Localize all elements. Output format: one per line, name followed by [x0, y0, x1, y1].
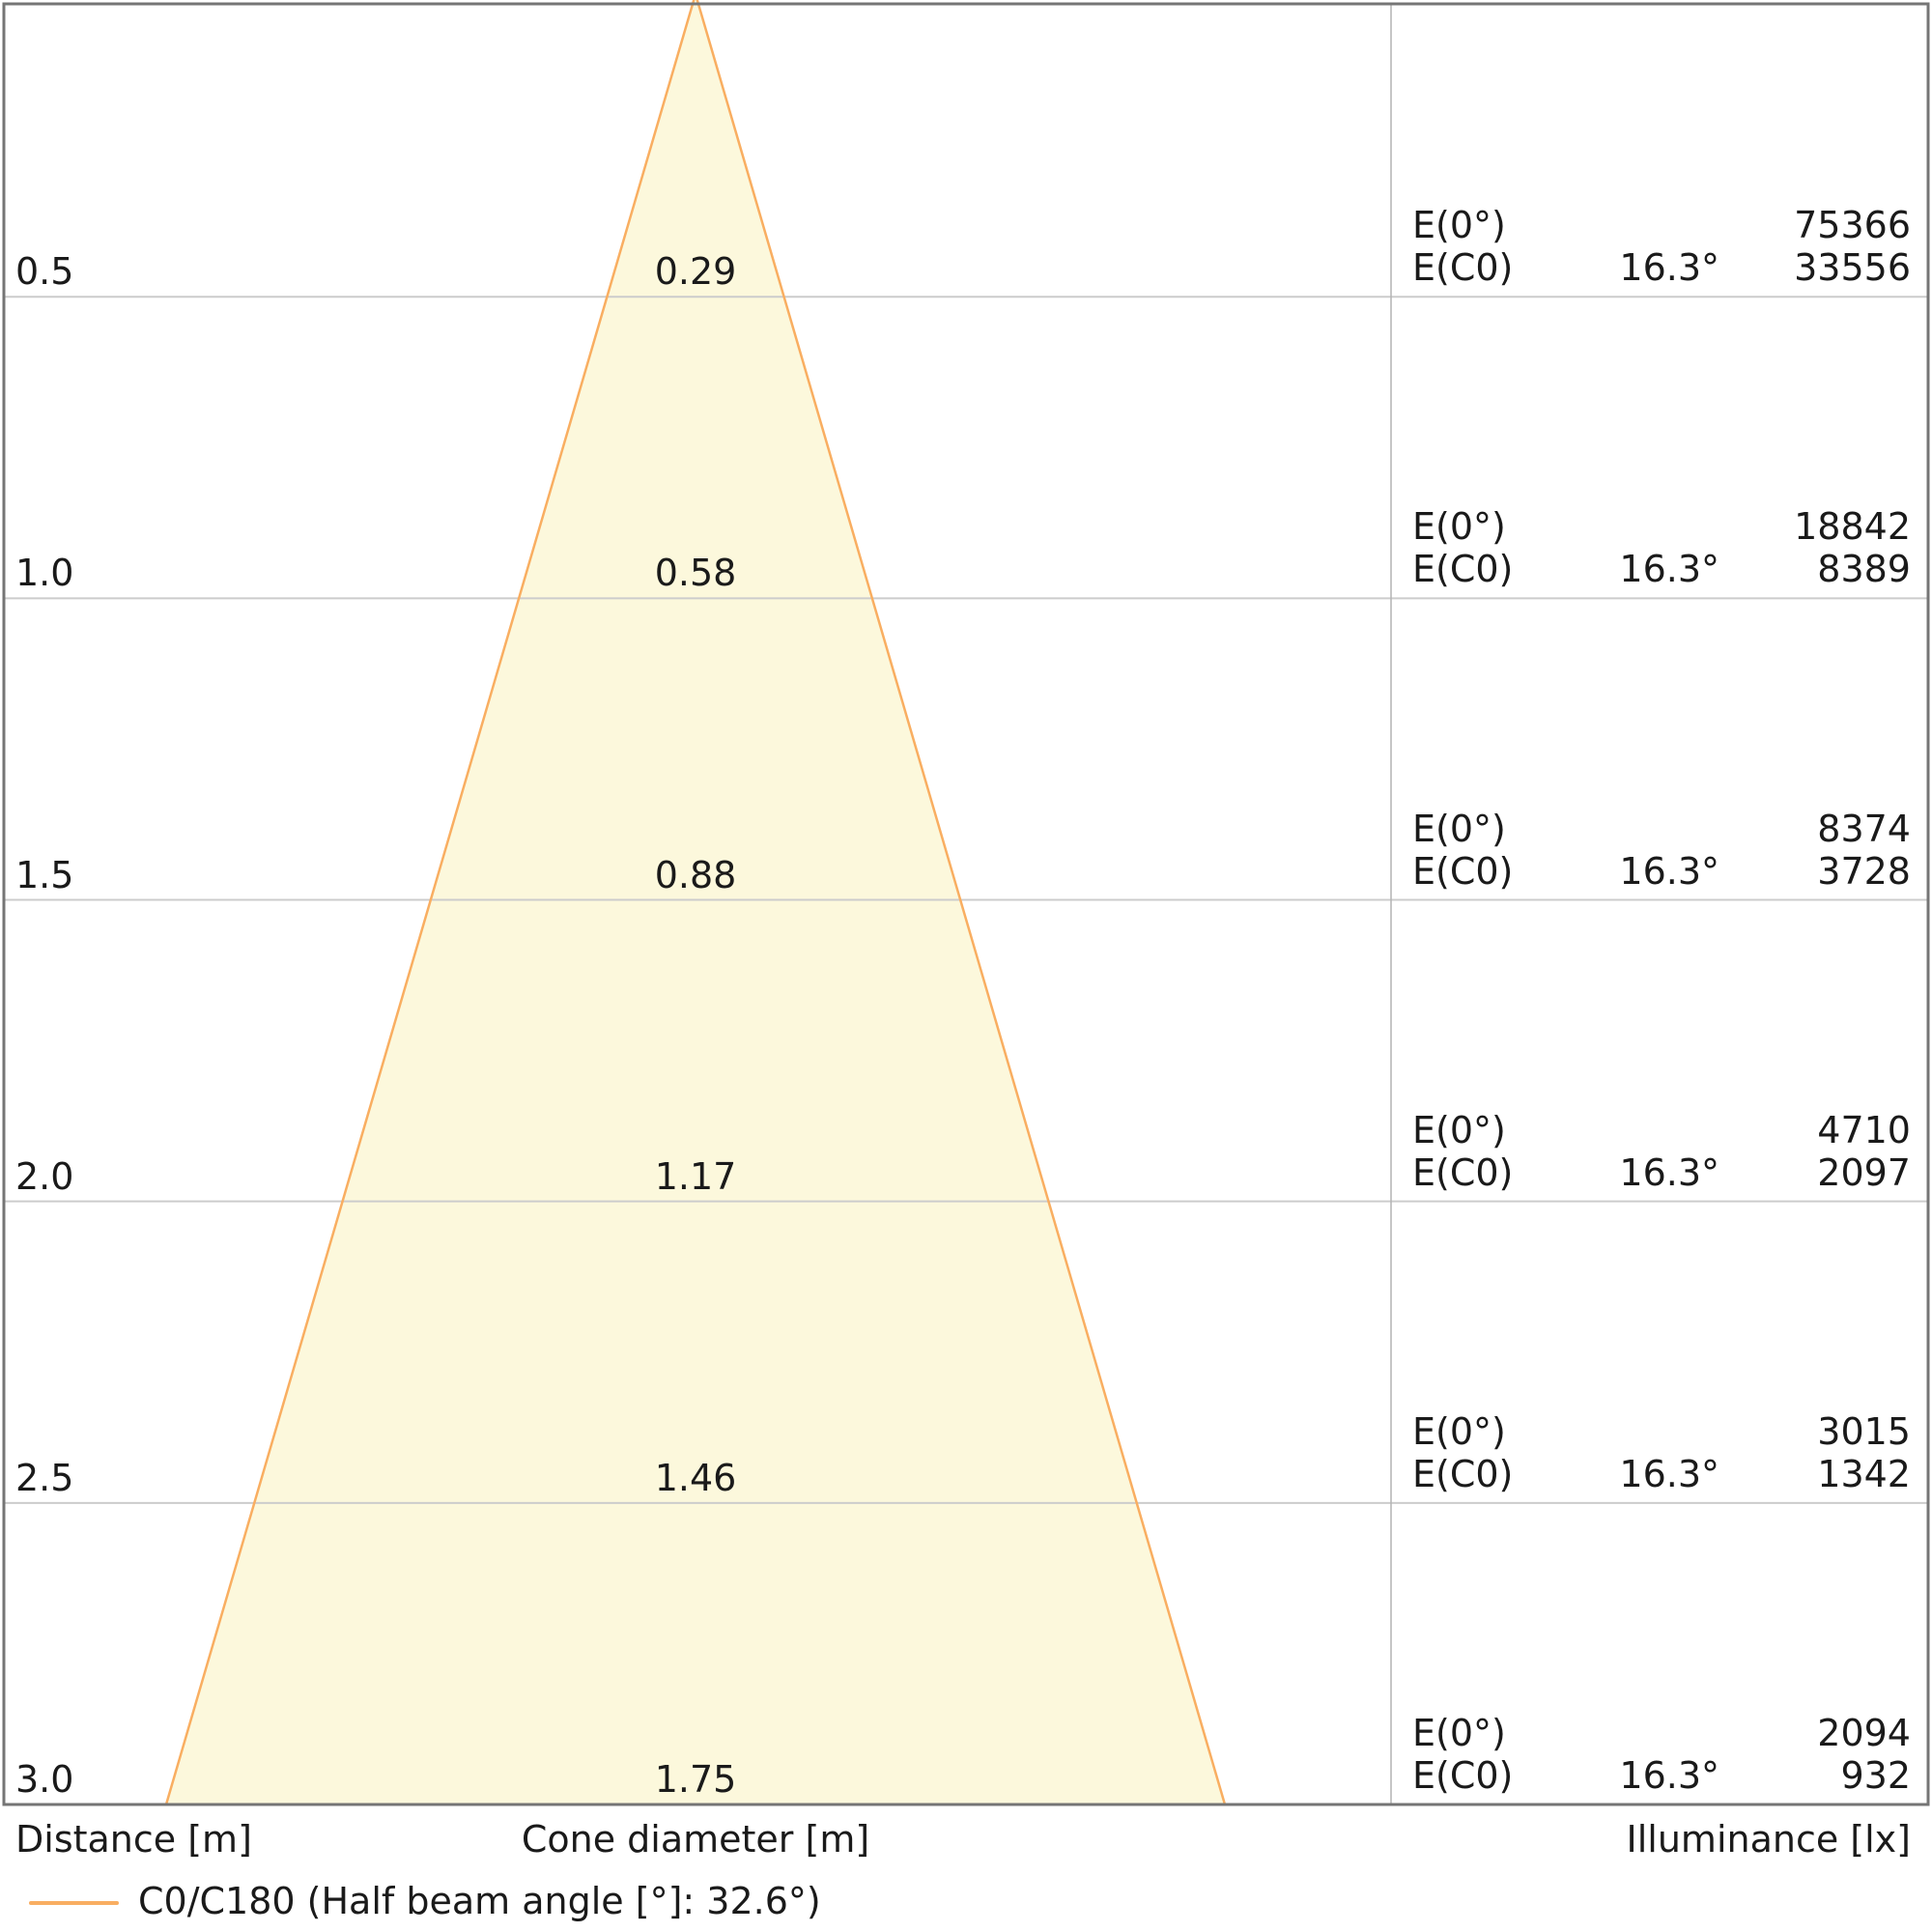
beam-half-angle-value: 16.3° [1619, 849, 1719, 893]
e0-row-label: E(0°) [1412, 505, 1506, 549]
e0-row-label: E(0°) [1412, 1108, 1506, 1151]
beam-cone-fill [166, 0, 1225, 1804]
cone-diameter-label: 1.46 [654, 1456, 737, 1499]
cone-diameter-label: 0.58 [654, 552, 737, 595]
ec0-row-label: E(C0) [1412, 1754, 1514, 1797]
x-axis-label-illuminance: Illuminance [lx] [1626, 1818, 1911, 1861]
ec0-row-label: E(C0) [1412, 1151, 1514, 1194]
distance-label: 1.5 [15, 853, 74, 896]
e0-value: 18842 [1794, 505, 1911, 549]
e0-row-label: E(0°) [1412, 204, 1506, 247]
cone-diameter-label: 1.17 [654, 1154, 737, 1198]
legend-label: C0/C180 (Half beam angle [°]: 32.6°) [138, 1880, 821, 1922]
ec0-value: 1342 [1817, 1452, 1911, 1495]
distance-label: 1.0 [15, 552, 74, 595]
e0-value: 3015 [1817, 1409, 1911, 1453]
ec0-value: 2097 [1817, 1151, 1911, 1194]
distance-label: 2.5 [15, 1456, 74, 1499]
ec0-value: 8389 [1817, 548, 1911, 591]
e0-value: 4710 [1817, 1108, 1911, 1151]
cone-diameter-label: 0.29 [654, 250, 737, 294]
distance-label: 3.0 [15, 1758, 74, 1801]
distance-label: 2.0 [15, 1154, 74, 1198]
ec0-value: 932 [1840, 1754, 1911, 1797]
ec0-row-label: E(C0) [1412, 1452, 1514, 1495]
e0-row-label: E(0°) [1412, 1712, 1506, 1754]
ec0-row-label: E(C0) [1412, 548, 1514, 591]
beam-half-angle-value: 16.3° [1619, 1754, 1719, 1797]
e0-row-label: E(0°) [1412, 1409, 1506, 1453]
e0-row-label: E(0°) [1412, 807, 1506, 850]
beam-half-angle-value: 16.3° [1619, 1452, 1719, 1495]
e0-value: 2094 [1817, 1712, 1911, 1754]
legend-line-swatch [29, 1901, 119, 1905]
beam-half-angle-value: 16.3° [1619, 548, 1719, 591]
cone-diameter-label: 0.88 [654, 853, 737, 896]
cone-diameter-label: 1.75 [654, 1758, 737, 1801]
beam-half-angle-value: 16.3° [1619, 246, 1719, 290]
ec0-row-label: E(C0) [1412, 246, 1514, 290]
plot-border [2, 2, 1930, 1806]
e0-value: 75366 [1794, 204, 1911, 247]
beam-half-angle-value: 16.3° [1619, 1151, 1719, 1194]
x-axis-label-distance: Distance [m] [15, 1818, 252, 1861]
ec0-value: 3728 [1817, 849, 1911, 893]
x-axis-label-cone-diameter: Cone diameter [m] [521, 1818, 870, 1861]
ec0-value: 33556 [1794, 246, 1911, 290]
distance-label: 0.5 [15, 250, 74, 294]
beam-cone-plot [2, 0, 1930, 1806]
e0-value: 8374 [1817, 807, 1911, 850]
ec0-row-label: E(C0) [1412, 849, 1514, 893]
